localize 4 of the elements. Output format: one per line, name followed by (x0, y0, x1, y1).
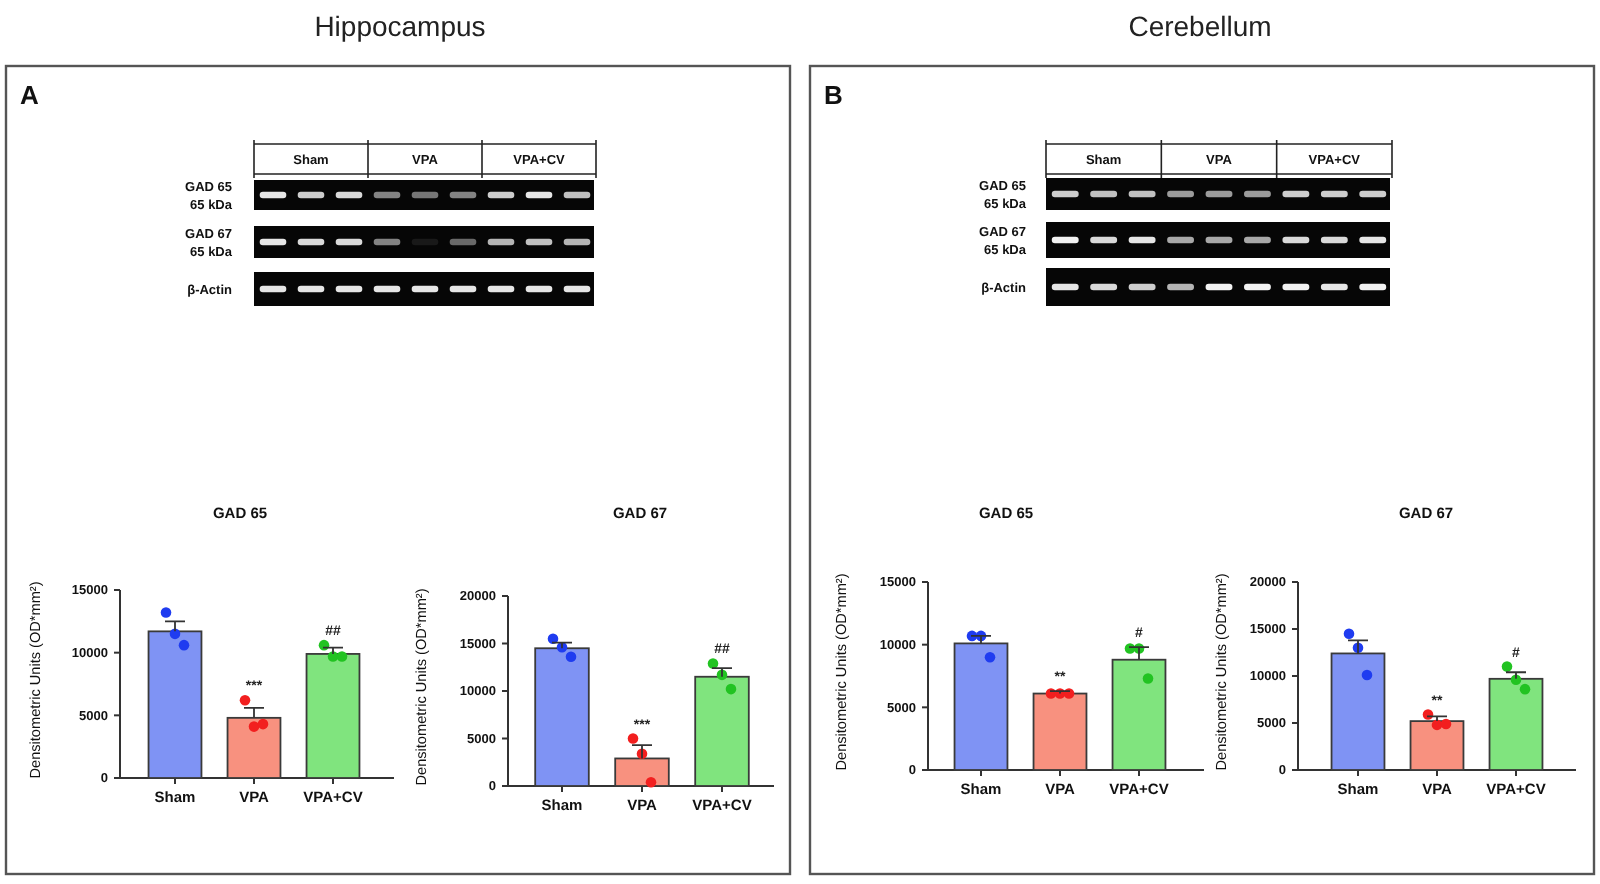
text: Hippocampus (314, 10, 486, 42)
text: Cerebellum (1128, 10, 1272, 42)
text: B (824, 80, 843, 110)
text: A (20, 80, 40, 110)
